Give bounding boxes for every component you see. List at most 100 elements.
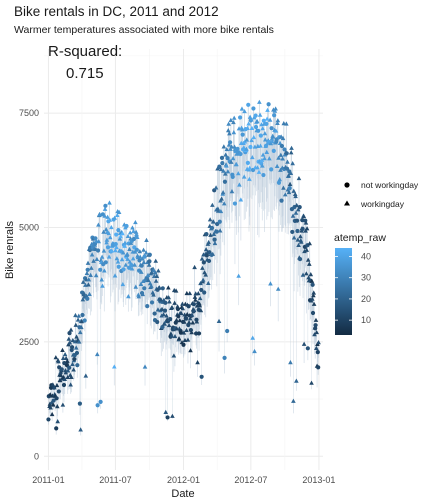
data-point-workingday	[190, 320, 196, 325]
data-point-workingday	[153, 258, 159, 263]
data-point-workingday	[239, 106, 245, 111]
data-point-workingday	[132, 262, 137, 267]
data-point-not-workingday	[217, 219, 222, 224]
data-point-workingday	[120, 250, 126, 255]
data-point-workingday	[251, 134, 257, 140]
data-point-not-workingday	[246, 102, 251, 107]
data-point-not-workingday	[67, 365, 72, 370]
color-legend: atemp_raw 10 20 30 40	[334, 232, 386, 335]
data-point-workingday	[133, 284, 139, 289]
data-point-workingday	[241, 174, 247, 179]
data-point-not-workingday	[279, 198, 284, 203]
data-point-workingday	[309, 296, 315, 301]
data-point-workingday	[171, 353, 177, 358]
data-point-workingday	[181, 319, 187, 324]
data-point-workingday	[89, 252, 95, 257]
data-point-workingday	[107, 217, 113, 222]
data-point-workingday	[219, 196, 224, 201]
data-point-workingday	[63, 355, 69, 361]
data-point-workingday	[67, 340, 73, 345]
data-point-workingday	[289, 145, 294, 150]
data-point-workingday	[50, 382, 56, 387]
x-tick-label: 2013-01	[302, 475, 335, 485]
data-point-workingday	[277, 140, 283, 145]
data-point-workingday	[278, 152, 284, 157]
data-point-not-workingday	[98, 399, 103, 404]
data-point-not-workingday	[145, 304, 150, 309]
data-point-workingday	[49, 411, 55, 417]
data-point-not-workingday	[175, 306, 181, 312]
data-point-workingday	[221, 144, 227, 149]
data-point-workingday	[301, 213, 307, 218]
data-point-workingday	[264, 116, 270, 121]
data-point-not-workingday	[269, 167, 274, 172]
data-point-not-workingday	[98, 267, 103, 272]
data-point-workingday	[172, 300, 177, 305]
data-point-workingday	[197, 303, 203, 308]
data-point-not-workingday	[129, 263, 134, 268]
data-point-workingday	[184, 327, 189, 333]
data-point-workingday	[311, 290, 317, 295]
data-point-workingday	[232, 144, 237, 149]
data-point-workingday	[125, 256, 130, 261]
data-point-not-workingday	[272, 113, 277, 118]
data-point-not-workingday	[290, 229, 295, 235]
x-axis-ticks: 2011-01 2011-07 2012-01 2012-07 2013-01	[32, 475, 335, 485]
data-point-not-workingday	[152, 311, 157, 316]
data-point-workingday	[99, 277, 105, 282]
data-point-workingday	[130, 225, 135, 230]
data-point-workingday	[144, 237, 149, 242]
data-point-workingday	[290, 213, 296, 218]
data-point-workingday	[112, 364, 117, 369]
data-point-workingday	[242, 108, 247, 114]
data-point-workingday	[260, 163, 265, 168]
data-point-workingday	[71, 367, 76, 372]
data-point-not-workingday	[313, 323, 318, 328]
data-point-not-workingday	[220, 160, 225, 166]
data-point-not-workingday	[204, 232, 209, 237]
data-point-workingday	[62, 376, 68, 381]
data-point-workingday	[257, 112, 263, 117]
data-point-not-workingday	[228, 140, 233, 145]
data-point-workingday	[210, 202, 215, 207]
data-point-not-workingday	[206, 258, 212, 264]
data-point-workingday	[157, 285, 162, 290]
data-point-not-workingday	[178, 330, 184, 335]
data-point-workingday	[120, 281, 126, 287]
data-point-workingday	[178, 310, 184, 316]
x-tick-label: 2011-01	[32, 475, 64, 485]
data-point-not-workingday	[217, 164, 222, 169]
data-point-workingday	[149, 283, 154, 288]
data-point-workingday	[69, 374, 74, 379]
data-point-not-workingday	[253, 113, 258, 118]
data-point-workingday	[305, 257, 311, 262]
data-point-workingday	[304, 226, 310, 231]
data-point-not-workingday	[70, 345, 75, 350]
data-point-not-workingday	[297, 256, 303, 262]
data-point-workingday	[107, 234, 113, 240]
data-point-not-workingday	[85, 267, 90, 272]
data-point-workingday	[80, 297, 86, 302]
data-point-workingday	[191, 307, 197, 313]
data-point-workingday	[220, 190, 226, 195]
data-point-workingday	[101, 229, 106, 234]
data-point-workingday	[104, 240, 109, 245]
y-axis-ticks: 0 2500 5000 7500	[19, 108, 39, 461]
data-point-not-workingday	[113, 241, 118, 247]
data-point-workingday	[285, 159, 290, 164]
data-point-workingday	[166, 295, 171, 300]
data-point-workingday	[282, 192, 288, 197]
data-point-workingday	[291, 235, 297, 240]
data-point-workingday	[65, 374, 70, 380]
data-point-workingday	[156, 268, 161, 273]
data-point-workingday	[275, 120, 280, 126]
data-point-workingday	[149, 269, 154, 275]
data-point-workingday	[84, 270, 90, 276]
data-point-workingday	[73, 322, 79, 327]
data-point-workingday	[303, 228, 308, 233]
data-point-workingday	[72, 339, 78, 344]
data-point-workingday	[197, 301, 202, 306]
data-point-workingday	[291, 188, 297, 193]
data-point-workingday	[68, 327, 74, 332]
data-point-workingday	[122, 243, 127, 248]
